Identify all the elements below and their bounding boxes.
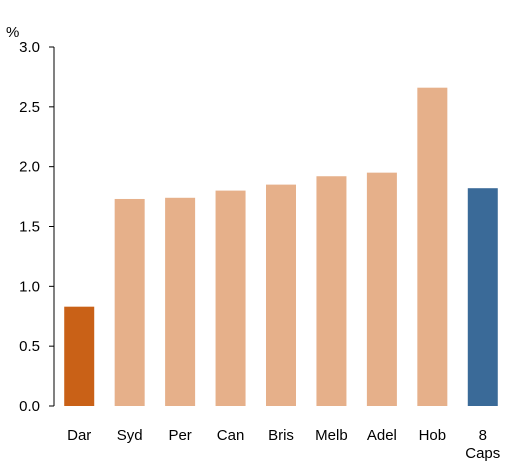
y-tick-label: 2.0 bbox=[19, 159, 40, 176]
y-tick-label: 2.5 bbox=[19, 99, 40, 116]
bar-dar bbox=[64, 306, 95, 406]
bar-melb bbox=[316, 176, 347, 406]
bar-syd bbox=[114, 198, 145, 406]
bar-8-caps bbox=[467, 188, 498, 406]
x-tick-label: Syd bbox=[117, 427, 143, 444]
y-axis-unit-label: % bbox=[6, 24, 19, 41]
y-tick-label: 0.0 bbox=[19, 398, 40, 415]
x-tick-label: 8 bbox=[479, 427, 487, 444]
bar-per bbox=[165, 197, 196, 406]
bar-bris bbox=[266, 184, 296, 406]
y-axis: 0.0 0.5 1.0 1.5 2.0 2.5 3.0 bbox=[19, 39, 55, 415]
y-tick-label: 3.0 bbox=[19, 39, 40, 56]
y-tick-label: 0.5 bbox=[19, 338, 40, 355]
x-tick-label: Can bbox=[217, 427, 245, 444]
x-tick-label: Per bbox=[168, 427, 191, 444]
y-tick-label: 1.0 bbox=[19, 278, 40, 295]
x-tick-label: Dar bbox=[67, 427, 91, 444]
bars bbox=[64, 87, 498, 406]
bar-adel bbox=[366, 172, 397, 406]
x-tick-label: Hob bbox=[419, 427, 447, 444]
x-tick-label: Bris bbox=[268, 427, 294, 444]
x-tick-label: Adel bbox=[367, 427, 397, 444]
x-tick-label: Caps bbox=[465, 445, 500, 462]
y-tick-label: 1.5 bbox=[19, 219, 40, 236]
x-tick-label: Melb bbox=[315, 427, 348, 444]
bar-can bbox=[215, 190, 246, 406]
bar-hob bbox=[417, 87, 448, 406]
